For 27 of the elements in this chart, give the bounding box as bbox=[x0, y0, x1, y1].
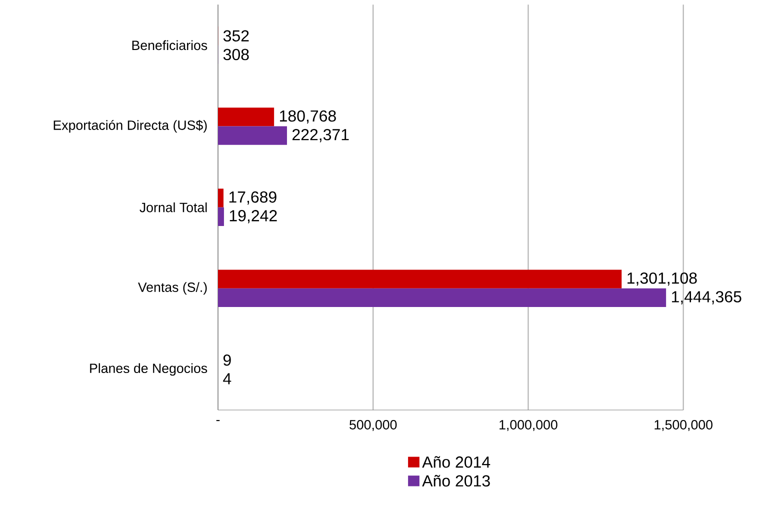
data-label: 222,371 bbox=[292, 128, 349, 142]
data-label: 9 bbox=[223, 354, 231, 366]
data-label: 308 bbox=[223, 48, 249, 60]
y-tick-label: Exportación Directa (US$) bbox=[54, 120, 207, 133]
data-label: 4 bbox=[223, 373, 232, 384]
x-tick-label: - bbox=[216, 420, 220, 422]
bar bbox=[218, 207, 224, 226]
legend-label: Año 2014 bbox=[422, 456, 490, 468]
y-tick-label: Beneficiarios bbox=[132, 40, 208, 50]
bar bbox=[218, 288, 666, 308]
x-tick-label: 1,500,000 bbox=[654, 420, 712, 432]
data-label: 1,301,108 bbox=[628, 272, 697, 286]
data-label: 352 bbox=[223, 30, 249, 42]
bar bbox=[218, 270, 622, 288]
data-label: 1,444,365 bbox=[672, 291, 742, 304]
y-tick-label: Ventas (S/.) bbox=[138, 282, 207, 295]
bar bbox=[218, 188, 224, 208]
y-tick-label: Planes de Negocios bbox=[90, 363, 208, 376]
bar bbox=[218, 108, 274, 126]
y-tick-label: Jornal Total bbox=[140, 202, 207, 212]
data-label: 19,242 bbox=[230, 210, 277, 224]
legend-label: Año 2013 bbox=[422, 474, 490, 487]
data-label: 180,768 bbox=[280, 110, 336, 124]
x-tick-label: 500,000 bbox=[350, 420, 397, 432]
x-tick-label: 1,000,000 bbox=[500, 420, 558, 432]
bar bbox=[218, 126, 287, 145]
data-label: 17,689 bbox=[229, 191, 276, 205]
